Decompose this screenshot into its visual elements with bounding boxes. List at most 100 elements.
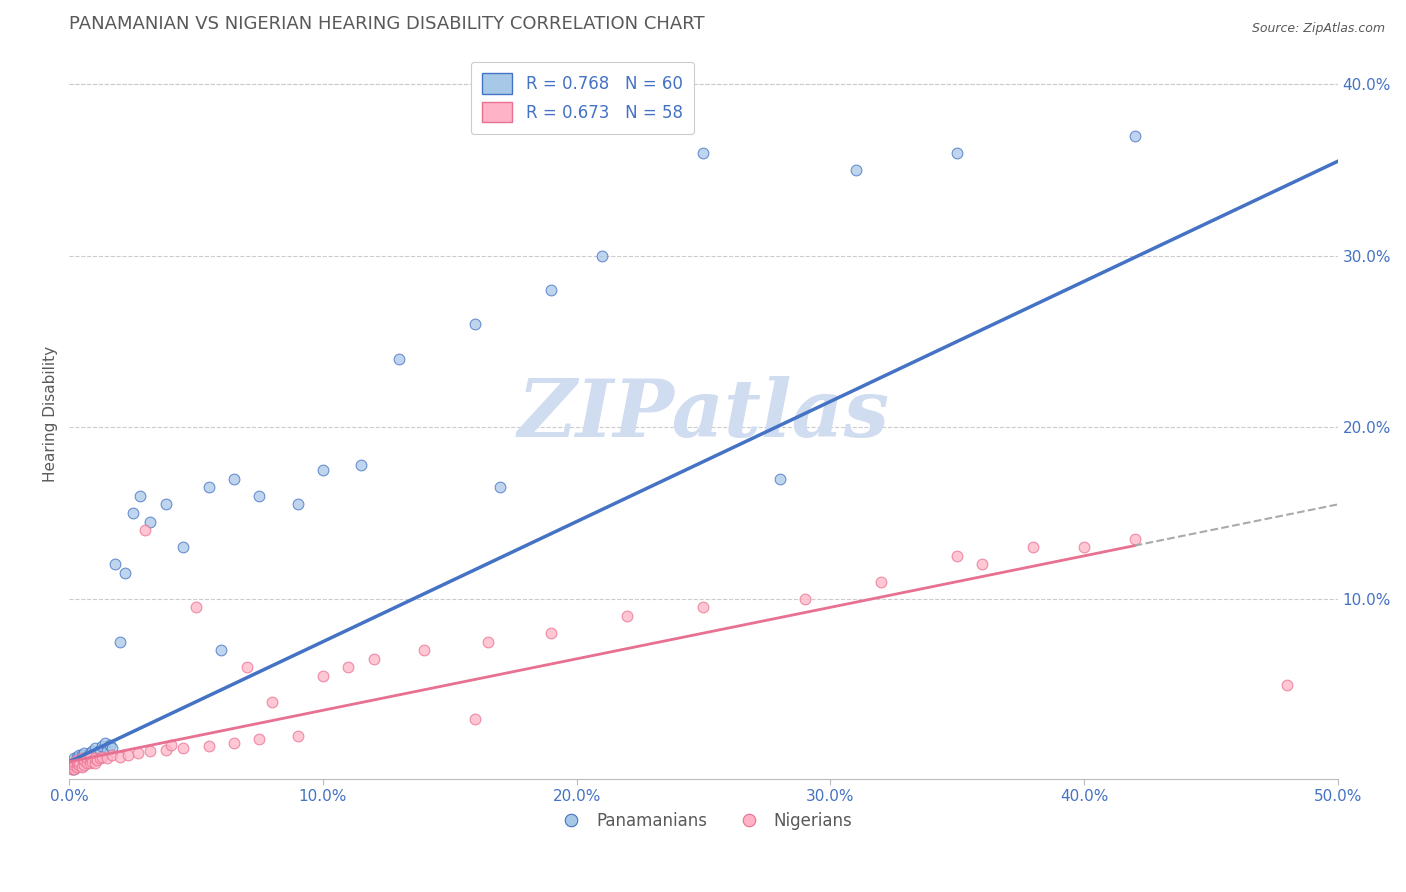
- Point: [129, 489, 152, 503]
- Point: [63, 755, 86, 769]
- Point: [139, 515, 162, 529]
- Point: [76, 749, 98, 764]
- Point: [870, 574, 893, 589]
- Point: [70, 760, 93, 774]
- Point: [60, 762, 83, 776]
- Point: [692, 600, 714, 615]
- Point: [66, 756, 89, 771]
- Point: [104, 558, 127, 572]
- Point: [114, 566, 136, 580]
- Point: [134, 523, 156, 537]
- Point: [155, 498, 177, 512]
- Point: [413, 643, 436, 657]
- Point: [63, 758, 86, 772]
- Point: [79, 746, 101, 760]
- Point: [66, 756, 89, 771]
- Point: [946, 145, 969, 160]
- Point: [388, 351, 411, 366]
- Point: [83, 749, 105, 764]
- Point: [60, 760, 83, 774]
- Point: [1275, 677, 1298, 691]
- Point: [67, 758, 90, 772]
- Point: [224, 472, 246, 486]
- Point: [89, 743, 111, 757]
- Point: [172, 541, 194, 555]
- Point: [80, 755, 103, 769]
- Point: [96, 744, 118, 758]
- Point: [845, 162, 868, 177]
- Point: [70, 751, 93, 765]
- Point: [139, 744, 162, 758]
- Point: [70, 747, 93, 762]
- Point: [66, 753, 89, 767]
- Point: [83, 756, 105, 771]
- Point: [337, 660, 360, 674]
- Point: [70, 753, 93, 767]
- Point: [86, 753, 108, 767]
- Point: [63, 758, 86, 772]
- Point: [489, 480, 512, 494]
- Point: [312, 669, 335, 683]
- Point: [73, 756, 96, 771]
- Point: [79, 756, 101, 771]
- Point: [66, 749, 89, 764]
- Point: [60, 762, 83, 776]
- Point: [67, 753, 90, 767]
- Point: [1123, 532, 1146, 546]
- Point: [127, 746, 149, 760]
- Text: PANAMANIAN VS NIGERIAN HEARING DISABILITY CORRELATION CHART: PANAMANIAN VS NIGERIAN HEARING DISABILIT…: [69, 15, 704, 33]
- Point: [101, 741, 124, 756]
- Point: [91, 749, 114, 764]
- Point: [249, 489, 271, 503]
- Point: [972, 558, 994, 572]
- Point: [121, 506, 143, 520]
- Point: [70, 758, 93, 772]
- Point: [768, 472, 790, 486]
- Point: [73, 746, 96, 760]
- Point: [80, 751, 103, 765]
- Point: [108, 634, 131, 648]
- Point: [224, 736, 246, 750]
- Point: [209, 643, 232, 657]
- Point: [1022, 541, 1045, 555]
- Point: [692, 145, 714, 160]
- Point: [79, 753, 101, 767]
- Point: [98, 738, 121, 752]
- Point: [363, 652, 385, 666]
- Point: [464, 712, 486, 726]
- Point: [76, 751, 98, 765]
- Point: [93, 736, 115, 750]
- Point: [73, 753, 96, 767]
- Point: [616, 609, 638, 624]
- Point: [83, 741, 105, 756]
- Point: [89, 751, 111, 765]
- Point: [1123, 128, 1146, 143]
- Point: [155, 743, 177, 757]
- Point: [477, 634, 499, 648]
- Point: [262, 695, 284, 709]
- Point: [66, 760, 89, 774]
- Point: [287, 729, 309, 743]
- Point: [101, 747, 124, 762]
- Point: [83, 751, 105, 765]
- Point: [80, 744, 103, 758]
- Point: [197, 480, 219, 494]
- Point: [86, 746, 108, 760]
- Point: [96, 751, 118, 765]
- Point: [76, 756, 98, 771]
- Point: [67, 755, 90, 769]
- Point: [249, 732, 271, 747]
- Point: [1073, 541, 1095, 555]
- Point: [312, 463, 335, 477]
- Point: [793, 591, 815, 606]
- Point: [67, 758, 90, 772]
- Point: [60, 760, 83, 774]
- Point: [63, 762, 86, 776]
- Point: [464, 318, 486, 332]
- Point: [67, 747, 90, 762]
- Point: [350, 458, 373, 472]
- Text: ZIPatlas: ZIPatlas: [517, 376, 890, 453]
- Point: [73, 758, 96, 772]
- Point: [236, 660, 259, 674]
- Point: [540, 283, 562, 297]
